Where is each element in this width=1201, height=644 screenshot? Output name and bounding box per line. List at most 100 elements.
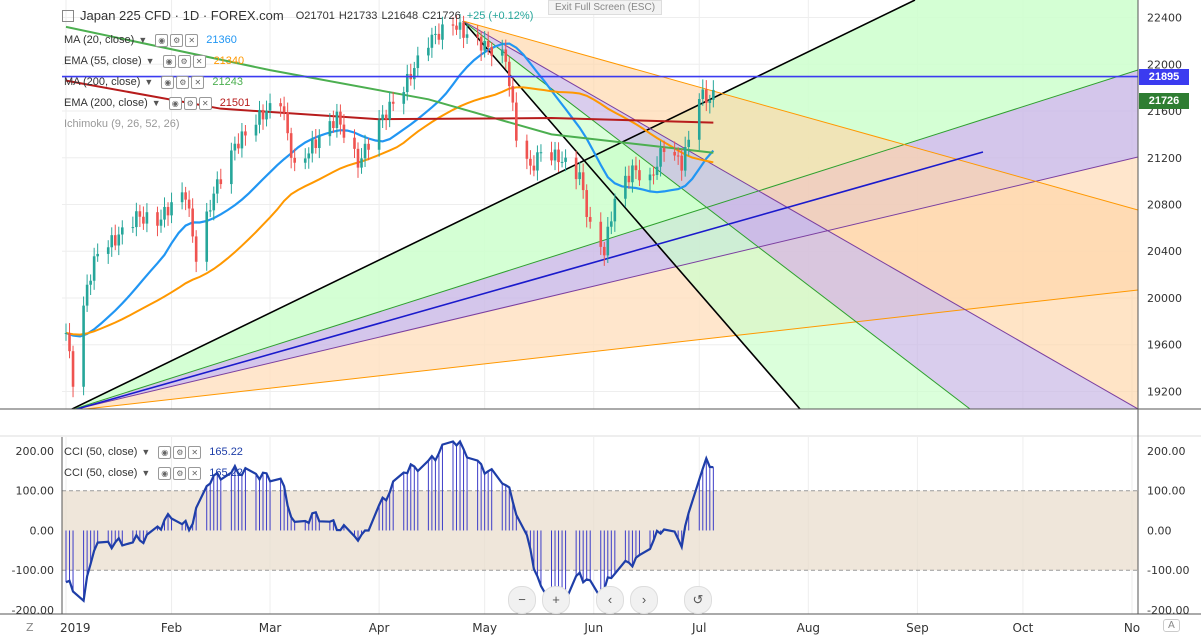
candle-body: [627, 175, 631, 183]
candle-body: [113, 235, 117, 246]
eye-icon[interactable]: ◉: [168, 96, 182, 110]
candle-body: [479, 36, 483, 51]
fan-line: [70, 0, 916, 409]
chart-header: Japan 225 CFD · 1D · FOREX.com O21701 H2…: [62, 8, 533, 23]
close-icon[interactable]: ✕: [188, 466, 202, 480]
candle-body: [191, 208, 194, 237]
candle-body: [610, 221, 613, 227]
candle-body: [328, 121, 332, 137]
close-icon[interactable]: ✕: [185, 33, 199, 47]
candle-body: [515, 102, 518, 141]
trend-line: [74, 151, 984, 409]
zoom-out-button[interactable]: −: [508, 586, 536, 614]
legend-cci-2[interactable]: CCI (50, close) ▼ ◉ ⚙ ✕ 165.22: [64, 464, 243, 482]
candle-body: [142, 216, 145, 224]
auto-scale-button[interactable]: A: [1163, 619, 1180, 632]
gear-icon[interactable]: ⚙: [176, 75, 190, 89]
candle-body: [265, 110, 268, 120]
scroll-right-button[interactable]: ›: [630, 586, 658, 614]
eye-icon[interactable]: ◉: [158, 466, 172, 480]
candle-body: [441, 24, 444, 40]
chevron-down-icon[interactable]: ▼: [145, 56, 155, 66]
time-tick-label: No: [1124, 621, 1140, 635]
symbol-search-icon[interactable]: [62, 9, 74, 22]
time-tick-label: Aug: [797, 621, 820, 635]
candle-body: [310, 139, 314, 154]
gear-icon[interactable]: ⚙: [183, 96, 197, 110]
eye-icon[interactable]: ◉: [158, 445, 172, 459]
candle-body: [402, 92, 406, 104]
eye-icon[interactable]: ◉: [161, 75, 175, 89]
gear-icon[interactable]: ⚙: [173, 445, 187, 459]
chevron-down-icon[interactable]: ▼: [141, 468, 151, 478]
candle-body: [106, 247, 110, 254]
candle-body: [458, 22, 462, 30]
candle-body: [578, 172, 581, 180]
candle-body: [451, 24, 455, 26]
cci-tick-label-left: -100.00: [12, 564, 54, 577]
candle-body: [71, 351, 75, 387]
eye-icon[interactable]: ◉: [162, 54, 176, 68]
candle-body: [507, 61, 511, 87]
timezone-label[interactable]: Z: [26, 621, 34, 634]
candle-body: [412, 68, 416, 80]
legend-value: 21243: [212, 76, 243, 88]
eye-icon[interactable]: ◉: [155, 33, 169, 47]
candle-body: [536, 152, 539, 171]
candle-body: [159, 219, 163, 226]
close-icon[interactable]: ✕: [191, 75, 205, 89]
candle-body: [648, 174, 652, 181]
time-tick-label: Mar: [259, 621, 282, 635]
candle-body: [268, 103, 272, 111]
candle-body: [233, 143, 237, 151]
chevron-down-icon[interactable]: ▼: [151, 98, 161, 108]
candle-body: [388, 101, 391, 120]
exit-fullscreen-button[interactable]: Exit Full Screen (ESC): [548, 0, 663, 15]
chevron-down-icon[interactable]: ▼: [138, 35, 148, 45]
candle-body: [170, 202, 173, 216]
legend-ema55[interactable]: EMA (55, close) ▼ ◉ ⚙ ✕ 21340: [64, 52, 244, 70]
chevron-down-icon[interactable]: ▼: [141, 447, 151, 457]
legend-ma200[interactable]: MA (200, close) ▼ ◉ ⚙ ✕ 21243: [64, 73, 243, 91]
close-icon[interactable]: ✕: [188, 445, 202, 459]
chevron-down-icon[interactable]: ▼: [144, 77, 154, 87]
legend-ema200[interactable]: EMA (200, close) ▼ ◉ ⚙ ✕ 21501: [64, 94, 250, 112]
scroll-left-button[interactable]: ‹: [596, 586, 624, 614]
symbol-title[interactable]: Japan 225 CFD · 1D · FOREX.com: [80, 8, 284, 23]
candle-body: [557, 149, 560, 163]
legend-ichimoku[interactable]: Ichimoku (9, 26, 52, 26): [64, 115, 184, 133]
zoom-in-button[interactable]: +: [542, 586, 570, 614]
candle-body: [434, 33, 437, 35]
legend-ma20[interactable]: MA (20, close) ▼ ◉ ⚙ ✕ 21360: [64, 31, 237, 49]
ema55-line: [65, 86, 714, 336]
candle-body: [212, 193, 216, 211]
cci-line: [65, 439, 714, 608]
close-icon[interactable]: ✕: [192, 54, 206, 68]
candle-body: [244, 131, 247, 136]
candle-body: [574, 157, 578, 180]
legend-label: EMA (200, close): [64, 97, 148, 109]
reset-button[interactable]: ↺: [684, 586, 712, 614]
close-icon[interactable]: ✕: [198, 96, 212, 110]
legend-cci-1[interactable]: CCI (50, close) ▼ ◉ ⚙ ✕ 165.22: [64, 443, 243, 461]
ohlc-open: O21701: [295, 9, 335, 22]
candle-body: [377, 120, 381, 150]
candle-body: [135, 211, 138, 228]
candle-body: [550, 152, 553, 161]
chart-navigation: − + ‹ › ↺: [508, 586, 712, 614]
candle-body: [564, 157, 567, 162]
gear-icon[interactable]: ⚙: [177, 54, 191, 68]
gear-icon[interactable]: ⚙: [170, 33, 184, 47]
legend-value: 21360: [206, 34, 237, 46]
candle-body: [64, 333, 68, 335]
time-tick-label: May: [472, 621, 497, 635]
candle-body: [405, 73, 409, 93]
candle-body: [662, 148, 666, 152]
candle-body: [367, 143, 370, 150]
ohlc-close: C21726: [422, 9, 461, 22]
gear-icon[interactable]: ⚙: [173, 466, 187, 480]
candle-body: [427, 47, 430, 56]
candle-body: [476, 34, 479, 37]
candle-body: [416, 55, 420, 69]
